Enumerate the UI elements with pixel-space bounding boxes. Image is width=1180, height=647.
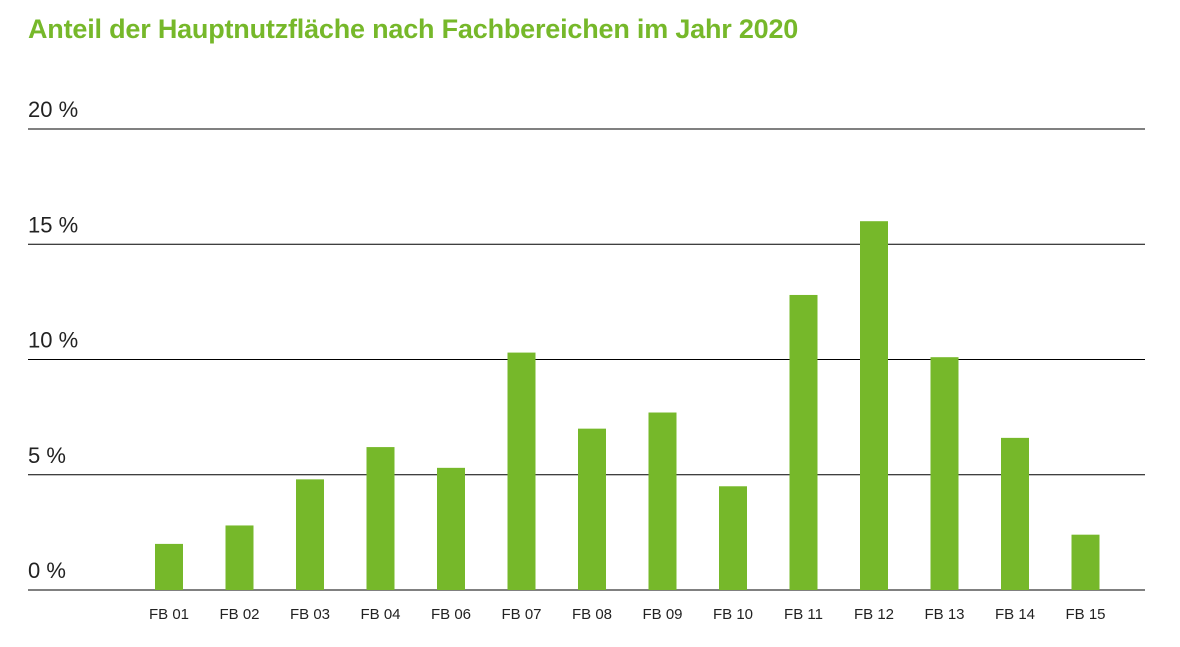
y-tick-label: 20 % (28, 97, 78, 122)
x-tick-label: FB 01 (149, 606, 189, 623)
bar-fb-02 (225, 525, 254, 590)
x-tick-label: FB 15 (1065, 606, 1105, 623)
bar-fb-11 (789, 294, 818, 590)
x-tick-label: FB 04 (360, 606, 400, 623)
x-tick-label: FB 10 (713, 606, 753, 623)
x-tick-label: FB 11 (784, 606, 823, 623)
chart-title: Anteil der Hauptnutzfläche nach Fachbere… (28, 14, 799, 44)
bar-fb-04 (366, 447, 395, 590)
y-tick-label: 5 % (28, 443, 66, 468)
x-tick-label: FB 08 (572, 606, 612, 623)
bar-fb-14 (1001, 437, 1029, 590)
x-tick-label: FB 06 (431, 606, 471, 623)
x-tick-label: FB 07 (501, 606, 541, 623)
y-tick-label: 15 % (28, 212, 78, 237)
x-tick-label: FB 14 (995, 606, 1035, 623)
x-tick-label: FB 13 (924, 606, 964, 623)
bar-fb-08 (578, 428, 606, 590)
bar-fb-06 (437, 467, 465, 590)
y-tick-label: 10 % (28, 328, 78, 353)
bar-fb-13 (930, 357, 959, 590)
bar-fb-10 (719, 486, 747, 590)
x-tick-label: FB 02 (219, 606, 259, 623)
bar-fb-15 (1071, 534, 1100, 590)
bar-fb-09 (648, 412, 677, 590)
x-tick-label: FB 09 (642, 606, 682, 623)
bar-fb-07 (507, 352, 536, 590)
bar-fb-12 (860, 221, 888, 590)
bar-fb-01 (155, 543, 183, 590)
x-tick-label: FB 12 (854, 606, 894, 623)
x-tick-label: FB 03 (290, 606, 330, 623)
y-tick-label: 0 % (28, 558, 66, 583)
bar-fb-03 (296, 479, 324, 590)
